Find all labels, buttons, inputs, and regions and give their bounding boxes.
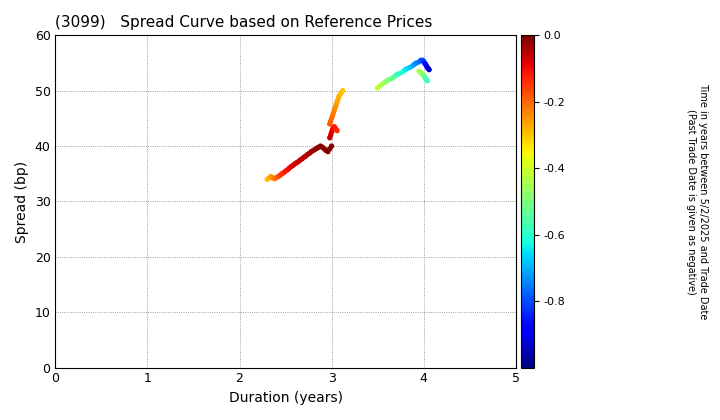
Point [330, 126, 342, 133]
Point [293, 158, 305, 165]
Point [400, 66, 411, 73]
Point [325, 118, 336, 124]
Point [415, 70, 427, 76]
Point [423, 65, 434, 72]
Point [280, 168, 292, 174]
Point [302, 151, 313, 158]
Y-axis label: Spread (bp): Spread (bp) [15, 160, 29, 242]
Point [335, 90, 346, 97]
Point [331, 127, 343, 134]
Point [304, 150, 315, 157]
Point [410, 60, 422, 66]
Point [372, 84, 383, 91]
Point [324, 134, 336, 141]
Point [331, 98, 343, 105]
Point [379, 79, 391, 86]
Point [324, 145, 336, 152]
Point [297, 155, 308, 162]
Point [418, 72, 429, 79]
Point [311, 145, 323, 152]
Point [420, 61, 431, 68]
Point [397, 68, 409, 75]
Point [330, 101, 342, 108]
Point [407, 63, 418, 69]
Point [413, 58, 425, 65]
Point [421, 64, 433, 71]
Point [374, 83, 385, 89]
Point [265, 173, 276, 180]
Point [326, 143, 338, 150]
Point [417, 71, 428, 77]
Point [328, 107, 340, 113]
Point [322, 148, 333, 155]
Point [327, 112, 338, 119]
Point [417, 57, 428, 63]
Point [264, 175, 275, 181]
Point [305, 148, 317, 155]
Point [307, 147, 319, 154]
Point [420, 76, 432, 83]
Point [328, 124, 339, 131]
Point [267, 174, 279, 181]
Point [285, 163, 297, 170]
Point [324, 121, 336, 127]
Point [404, 64, 415, 71]
Point [421, 77, 433, 84]
Point [325, 131, 336, 138]
Point [392, 71, 404, 77]
Point [282, 167, 293, 173]
Point [315, 143, 326, 150]
Point [413, 68, 425, 75]
Point [326, 115, 338, 122]
Point [313, 144, 325, 150]
Point [330, 104, 341, 111]
Point [415, 57, 427, 63]
Point [269, 176, 280, 182]
Point [289, 160, 300, 167]
Point [333, 93, 345, 100]
Point [377, 81, 388, 87]
Point [320, 147, 332, 154]
Point [326, 129, 338, 136]
Point [300, 153, 312, 160]
Point [409, 61, 420, 68]
Point [423, 66, 435, 73]
Point [284, 165, 295, 172]
Point [420, 63, 432, 69]
Point [381, 77, 392, 84]
Point [330, 125, 341, 132]
Point [419, 60, 431, 66]
Point [271, 174, 282, 181]
Point [272, 173, 284, 180]
Point [318, 145, 330, 152]
Point [298, 154, 310, 160]
Point [420, 75, 431, 82]
Point [386, 75, 397, 82]
Point [278, 169, 289, 176]
Point [317, 144, 328, 150]
Point [395, 70, 406, 76]
Point [337, 87, 348, 94]
Point [274, 172, 286, 179]
Text: (3099)   Spread Curve based on Reference Prices: (3099) Spread Curve based on Reference P… [55, 15, 433, 30]
Point [418, 58, 429, 65]
Point [328, 110, 339, 116]
Point [287, 162, 299, 169]
X-axis label: Duration (years): Duration (years) [228, 391, 343, 405]
Point [291, 159, 302, 166]
Point [401, 65, 413, 72]
Y-axis label: Time in years between 5/2/2025 and Trade Date
(Past Trade Date is given as negat: Time in years between 5/2/2025 and Trade… [686, 83, 708, 320]
Point [310, 146, 321, 153]
Point [276, 171, 287, 177]
Point [419, 74, 431, 80]
Point [327, 126, 338, 133]
Point [294, 157, 306, 163]
Point [383, 76, 395, 83]
Point [390, 72, 402, 79]
Point [261, 176, 273, 183]
Point [332, 96, 343, 102]
Point [388, 74, 400, 80]
Point [328, 123, 340, 130]
